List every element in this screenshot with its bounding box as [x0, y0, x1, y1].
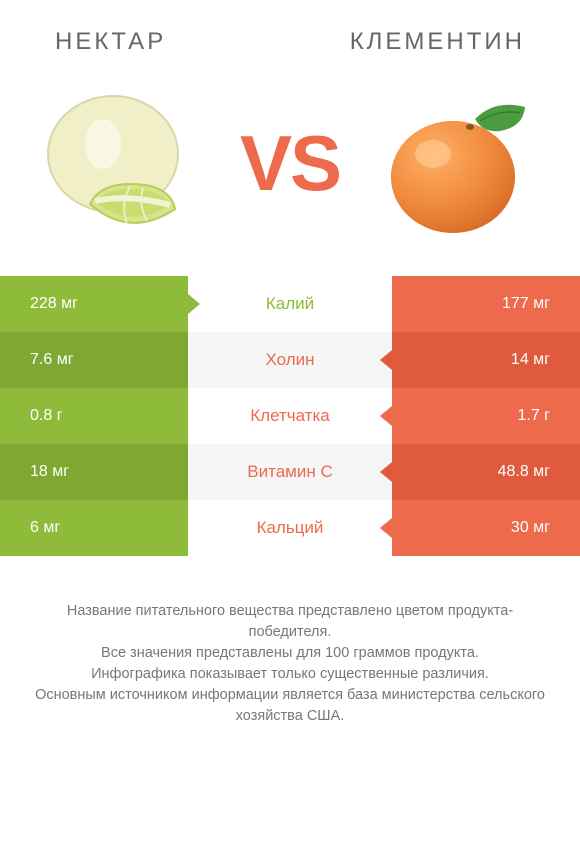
cell-label: Кальций [188, 500, 392, 556]
table-row: 7.6 мгХолин14 мг [0, 332, 580, 388]
title-right: КЛЕМЕНТИН [350, 28, 525, 56]
clementine-icon [375, 89, 540, 239]
footer-line: Все значения представлены для 100 граммо… [28, 643, 552, 664]
footer-line: Инфографика показывает только существенн… [28, 664, 552, 685]
cell-right: 14 мг [392, 332, 580, 388]
cell-label: Витамин C [188, 444, 392, 500]
cell-label: Калий [188, 276, 392, 332]
table-row: 18 мгВитамин C48.8 мг [0, 444, 580, 500]
title-left: НЕКТАР [55, 28, 166, 56]
header: НЕКТАР КЛЕМЕНТИН [0, 0, 580, 66]
nutrient-table: 228 мгКалий177 мг7.6 мгХолин14 мг0.8 гКл… [0, 276, 580, 556]
table-row: 0.8 гКлетчатка1.7 г [0, 388, 580, 444]
cell-label: Холин [188, 332, 392, 388]
cell-right: 30 мг [392, 500, 580, 556]
cell-left: 0.8 г [0, 388, 188, 444]
cell-right: 1.7 г [392, 388, 580, 444]
cell-left: 7.6 мг [0, 332, 188, 388]
cell-label: Клетчатка [188, 388, 392, 444]
cell-right: 48.8 мг [392, 444, 580, 500]
cell-left: 228 мг [0, 276, 188, 332]
cell-left: 18 мг [0, 444, 188, 500]
footer-notes: Название питательного вещества представл… [0, 556, 580, 727]
table-row: 6 мгКальций30 мг [0, 500, 580, 556]
footer-line: Название питательного вещества представл… [28, 601, 552, 643]
melon-image [35, 76, 210, 251]
cell-left: 6 мг [0, 500, 188, 556]
table-row: 228 мгКалий177 мг [0, 276, 580, 332]
vs-label: VS [240, 118, 340, 209]
clementine-image [370, 76, 545, 251]
images-row: VS [0, 66, 580, 276]
footer-line: Основным источником информации является … [28, 685, 552, 727]
melon-icon [35, 89, 210, 239]
cell-right: 177 мг [392, 276, 580, 332]
